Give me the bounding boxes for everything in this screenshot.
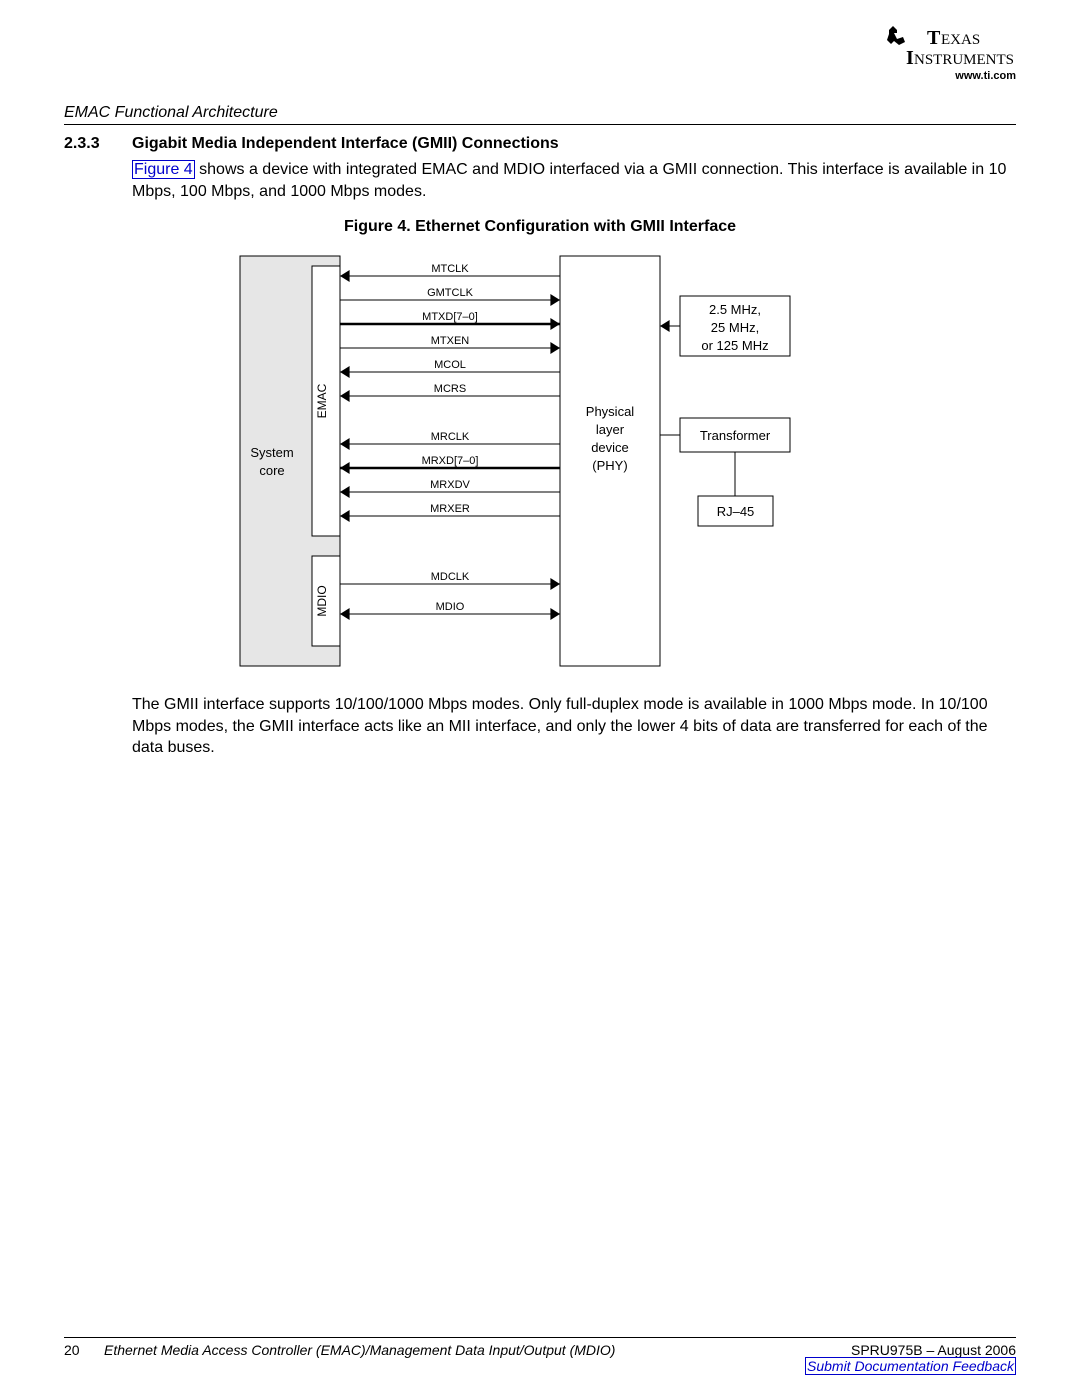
page-footer: 20 Ethernet Media Access Controller (EMA…: [64, 1337, 1016, 1374]
section-header: EMAC Functional Architecture: [64, 104, 1016, 122]
svg-text:EMAC: EMAC: [315, 384, 329, 419]
svg-text:Physical: Physical: [586, 404, 635, 419]
ti-logo-icon: T EXAS I NSTRUMENTS: [886, 24, 1016, 68]
intro-paragraph: Figure 4 shows a device with integrated …: [132, 159, 1016, 202]
svg-text:T: T: [927, 27, 941, 49]
svg-text:or 125 MHz: or 125 MHz: [701, 338, 768, 353]
svg-text:MTCLK: MTCLK: [431, 263, 469, 275]
page-header: T EXAS I NSTRUMENTS www.ti.com: [64, 24, 1016, 96]
svg-text:MDIO: MDIO: [436, 601, 465, 613]
svg-text:MCRS: MCRS: [434, 383, 466, 395]
ti-logo-block: T EXAS I NSTRUMENTS www.ti.com: [886, 24, 1016, 82]
submit-feedback-link[interactable]: Submit Documentation Feedback: [805, 1357, 1016, 1375]
svg-text:MCOL: MCOL: [434, 359, 466, 371]
svg-text:EXAS: EXAS: [941, 32, 980, 48]
figure-title: Figure 4. Ethernet Configuration with GM…: [64, 218, 1016, 236]
svg-text:RJ–45: RJ–45: [717, 504, 755, 519]
svg-text:layer: layer: [596, 422, 625, 437]
svg-text:MRXDV: MRXDV: [430, 479, 470, 491]
svg-text:25 MHz,: 25 MHz,: [711, 320, 759, 335]
intro-text: shows a device with integrated EMAC and …: [132, 161, 1006, 200]
footer-rule: [64, 1337, 1016, 1338]
footer-doc-id: SPRU975B – August 2006: [851, 1342, 1016, 1358]
svg-text:MTXD[7–0]: MTXD[7–0]: [422, 311, 478, 323]
svg-text:core: core: [259, 463, 284, 478]
subsection-title: Gigabit Media Independent Interface (GMI…: [132, 135, 559, 153]
svg-text:MRXER: MRXER: [430, 503, 470, 515]
svg-text:MRCLK: MRCLK: [431, 431, 470, 443]
footer-doc-title: Ethernet Media Access Controller (EMAC)/…: [104, 1342, 851, 1358]
header-rule: [64, 124, 1016, 125]
svg-text:MDIO: MDIO: [315, 586, 329, 617]
page-number: 20: [64, 1342, 104, 1358]
svg-text:(PHY): (PHY): [592, 458, 627, 473]
logo-url[interactable]: www.ti.com: [886, 70, 1016, 82]
svg-text:MRXD[7–0]: MRXD[7–0]: [422, 455, 479, 467]
svg-text:MDCLK: MDCLK: [431, 571, 470, 583]
subsection-heading: 2.3.3 Gigabit Media Independent Interfac…: [64, 135, 1016, 153]
figure-4-link[interactable]: Figure 4: [132, 160, 195, 179]
svg-text:I: I: [906, 47, 914, 68]
svg-text:GMTCLK: GMTCLK: [427, 287, 474, 299]
svg-text:MTXEN: MTXEN: [431, 335, 470, 347]
svg-text:System: System: [250, 445, 293, 460]
figure-4-diagram: System core EMAC MDIO Physical layer device (PH…: [64, 246, 1016, 676]
svg-text:2.5 MHz,: 2.5 MHz,: [709, 302, 761, 317]
svg-text:device: device: [591, 440, 629, 455]
description-paragraph: The GMII interface supports 10/100/1000 …: [132, 694, 1016, 759]
svg-text:NSTRUMENTS: NSTRUMENTS: [914, 52, 1014, 68]
subsection-number: 2.3.3: [64, 135, 132, 153]
svg-text:Transformer: Transformer: [700, 428, 771, 443]
